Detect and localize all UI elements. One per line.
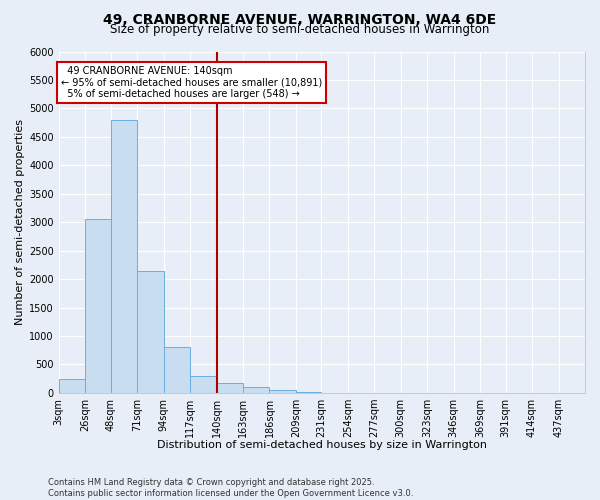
Bar	[110, 120, 137, 393]
Bar	[190, 376, 217, 393]
Text: 49, CRANBORNE AVENUE, WARRINGTON, WA4 6DE: 49, CRANBORNE AVENUE, WARRINGTON, WA4 6D…	[103, 12, 497, 26]
Y-axis label: Number of semi-detached properties: Number of semi-detached properties	[15, 119, 25, 325]
Text: Contains HM Land Registry data © Crown copyright and database right 2025.
Contai: Contains HM Land Registry data © Crown c…	[48, 478, 413, 498]
Bar	[296, 392, 322, 393]
Bar	[85, 220, 110, 393]
Bar	[217, 383, 243, 393]
Bar	[269, 390, 296, 393]
Text: 49 CRANBORNE AVENUE: 140sqm
← 95% of semi-detached houses are smaller (10,891)
 : 49 CRANBORNE AVENUE: 140sqm ← 95% of sem…	[61, 66, 322, 99]
Bar	[243, 387, 269, 393]
X-axis label: Distribution of semi-detached houses by size in Warrington: Distribution of semi-detached houses by …	[157, 440, 487, 450]
Text: Size of property relative to semi-detached houses in Warrington: Size of property relative to semi-detach…	[110, 22, 490, 36]
Bar	[164, 348, 190, 393]
Bar	[59, 378, 85, 393]
Bar	[137, 270, 164, 393]
